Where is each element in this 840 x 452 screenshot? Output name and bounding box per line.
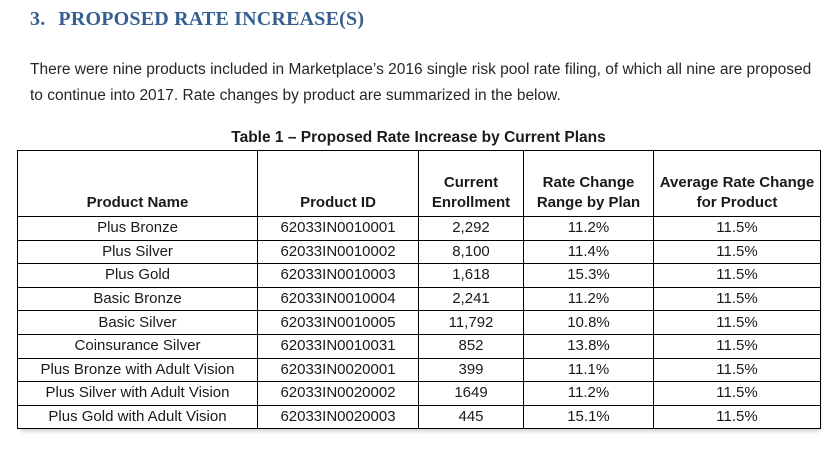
table-cell: 62033IN0010001 (257, 216, 419, 241)
table-row: Plus Gold with Adult Vision 62033IN00200… (17, 404, 821, 430)
table-cell: 1649 (418, 381, 524, 406)
table-cell: 11.5% (653, 381, 821, 406)
table-cell: 11.5% (653, 239, 821, 265)
table-row: Plus Silver 62033IN0010002 8,100 11.4% 1… (17, 239, 821, 265)
section-number: 3. (30, 8, 46, 30)
table-cell: 399 (418, 357, 524, 383)
table-row: Plus Gold 62033IN0010003 1,618 15.3% 11.… (17, 263, 821, 288)
table-cell: 2,292 (418, 216, 524, 241)
table-row: Basic Bronze 62033IN0010004 2,241 11.2% … (17, 286, 821, 312)
table-cell: 852 (418, 333, 524, 359)
table-cell: 62033IN0010004 (257, 286, 419, 312)
table-cell: 8,100 (418, 239, 524, 265)
table-cell: 11.5% (653, 333, 821, 359)
table-cell: 10.8% (523, 310, 654, 335)
table-cell: 11.1% (523, 357, 654, 383)
table-cell: Coinsurance Silver (17, 333, 258, 359)
table-cell: Plus Gold (17, 263, 258, 288)
table-cell: Plus Bronze with Adult Vision (17, 357, 258, 383)
table-cell: 11.5% (653, 286, 821, 312)
table-section: Table 1 – Proposed Rate Increase by Curr… (17, 127, 821, 430)
table-cell: 2,241 (418, 286, 524, 312)
table-title: Table 1 – Proposed Rate Increase by Curr… (231, 129, 606, 146)
table-cell: 11.5% (653, 216, 821, 241)
table-cell: 62033IN0010003 (257, 263, 419, 288)
table-cell: 11.5% (653, 357, 821, 383)
column-header-current-enrollment: Current Enrollment (418, 150, 524, 217)
table-cell: 11.5% (653, 404, 821, 430)
table-cell: Plus Silver with Adult Vision (17, 381, 258, 406)
table-cell: 11.2% (523, 286, 654, 312)
table-cell: 1,618 (418, 263, 524, 288)
table-cell: 11.4% (523, 239, 654, 265)
table-cell: Plus Silver (17, 239, 258, 265)
table-cell: Plus Bronze (17, 216, 258, 241)
table-cell: 445 (418, 404, 524, 430)
section-title: PROPOSED RATE INCREASE(S) (58, 8, 365, 30)
table-body: Plus Bronze 62033IN0010001 2,292 11.2% 1… (17, 216, 821, 430)
column-header-average-rate-change: Average Rate Change for Product (653, 150, 821, 217)
table-cell: 62033IN0010002 (257, 239, 419, 265)
table-cell: 11.5% (653, 263, 821, 288)
column-header-product-name: Product Name (17, 150, 258, 217)
table-cell: 62033IN0010031 (257, 333, 419, 359)
table-row: Plus Bronze with Adult Vision 62033IN002… (17, 357, 821, 383)
table-cell: Plus Gold with Adult Vision (17, 404, 258, 430)
section-heading: 3. PROPOSED RATE INCREASE(S) (30, 8, 364, 31)
table-cell: 11.2% (523, 216, 654, 241)
table-cell: 15.3% (523, 263, 654, 288)
table-cell: Basic Bronze (17, 286, 258, 312)
table-cell: 62033IN0010005 (257, 310, 419, 335)
column-header-rate-change-range: Rate Change Range by Plan (523, 150, 654, 217)
table-cell: 62033IN0020003 (257, 404, 419, 430)
table-row: Plus Silver with Adult Vision 62033IN002… (17, 381, 821, 406)
table-row: Plus Bronze 62033IN0010001 2,292 11.2% 1… (17, 216, 821, 241)
table-cell: 62033IN0020002 (257, 381, 419, 406)
table-row: Coinsurance Silver 62033IN0010031 852 13… (17, 333, 821, 359)
table-cell: 62033IN0020001 (257, 357, 419, 383)
table-row: Basic Silver 62033IN0010005 11,792 10.8%… (17, 310, 821, 335)
rate-increase-table: Product Name Product ID Current Enrollme… (17, 150, 821, 430)
table-cell: 11,792 (418, 310, 524, 335)
table-cell: 13.8% (523, 333, 654, 359)
column-header-product-id: Product ID (257, 150, 419, 217)
table-cell: Basic Silver (17, 310, 258, 335)
table-cell: 15.1% (523, 404, 654, 430)
intro-paragraph: There were nine products included in Mar… (30, 61, 812, 104)
table-header-row: Product Name Product ID Current Enrollme… (17, 150, 821, 217)
table-cell: 11.5% (653, 310, 821, 335)
table-cell: 11.2% (523, 381, 654, 406)
